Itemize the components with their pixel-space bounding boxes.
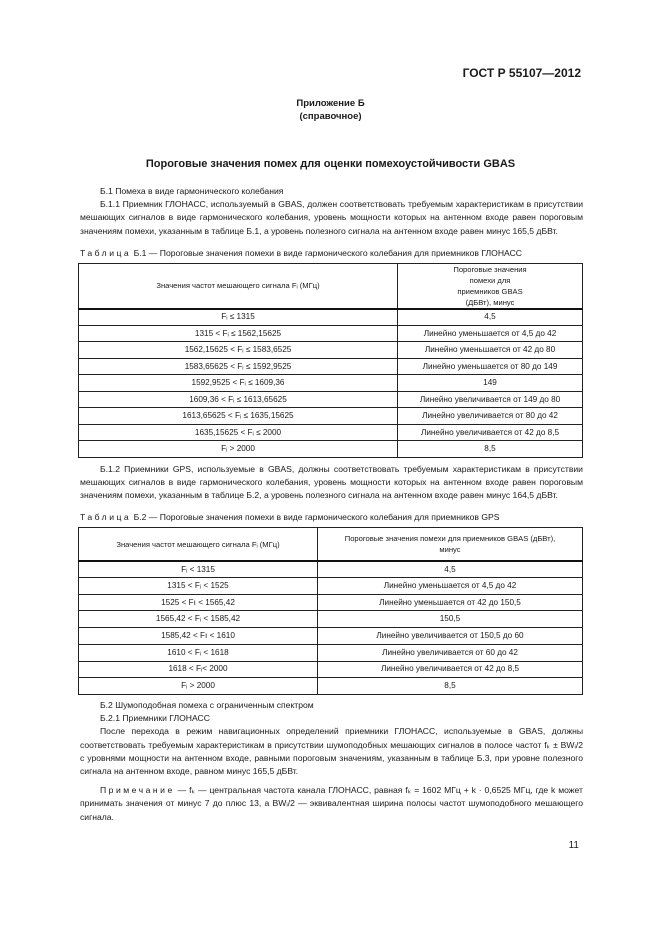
page-number: 11 [568,839,579,851]
page-body: Приложение Б (справочное) Пороговые знач… [78,97,583,851]
table-row: 1562,15625 < Fᵢ ≤ 1583,6525 Линейно умень… [78,341,583,359]
threshold-cell: 149 [397,374,583,392]
section-b1-heading: Б.1 Помеха в виде гармонического колебан… [100,186,284,196]
table-gps-thresholds: Значения частот мешающего сигнала Fᵢ (МГ… [78,527,583,695]
table-row: 1613,65625 < Fᵢ ≤ 1635,15625 Линейно увел… [78,407,583,425]
threshold-cell: Линейно уменьшается от 42 до 150,5 [317,593,583,612]
frequency-cell: Fᵢ > 2000 [78,677,318,695]
section-b1-2-text: Б.1.2 Приемники GPS, используемые в GBAS… [80,463,583,501]
threshold-cell: 4,5 [317,560,583,579]
table-row: 1525 < Fı < 1565,42 Линейно уменьшается о… [78,593,583,612]
section-b2-1: Б.2.1 Приемники ГЛОНАСС [80,712,583,725]
frequency-cell: 1592,9525 < Fᵢ ≤ 1609,36 [78,374,398,392]
table-row: Fᵢ > 2000 8,5 [78,677,583,695]
frequency-cell: 1609,36 < Fᵢ ≤ 1613,65625 [78,390,398,409]
frequency-cell: 1315 < Fᵢ ≤ 1562,15625 [78,324,398,343]
frequency-cell: 1562,15625 < Fᵢ ≤ 1583,6525 [78,341,398,359]
frequency-cell: 1315 < Fᵢ < 1525 [78,577,318,595]
note: Примечание — fₖ — центральная частота ка… [80,784,583,824]
section-b2-1-text: После перехода в режим навигационных опр… [80,726,583,776]
table2-caption: Таблица Б.2 — Пороговые значения помехи … [80,511,583,523]
frequency-cell: 1565,42 < Fᵢ < 1585,42 [78,610,318,629]
note-label: Примечание [100,785,175,796]
frequency-cell: Fᵢ < 1315 [78,560,318,579]
table2-caption-text: Б.2 — Пороговые значения помехи в виде г… [131,512,500,523]
table-row: Fᵢ < 1315 4,5 [78,560,583,579]
threshold-cell: Линейно увеличивается от 149 до 80 [397,390,583,409]
frequency-cell: 1618 < Fᵢ< 2000 [78,660,318,679]
frequency-cell: Fᵢ ≤ 1315 [78,308,398,326]
section-b1: Б.1 Помеха в виде гармонического колебан… [80,185,583,198]
frequency-cell: 1613,65625 < Fᵢ ≤ 1635,15625 [78,407,398,425]
table-row: Fᵢ ≤ 1315 4,5 [78,308,583,326]
table-row: 1585,42 < Fı < 1610 Линейно увеличивается… [78,627,583,645]
frequency-cell: 1610 < Fᵢ < 1618 [78,643,318,662]
threshold-cell: Линейно увеличивается от 80 до 42 [397,407,583,425]
threshold-cell: Линейно увеличивается от 42 до 8,5 [317,660,583,679]
document-header: ГОСТ Р 55107—2012 [462,66,581,80]
annex-kind: (справочное) [299,111,362,122]
table1-caption-text: Б.1 — Пороговые значения помехи в виде г… [131,247,523,258]
frequency-cell: 1583,65625 < Fᵢ ≤ 1592,9525 [78,357,398,376]
section-b1-1-text: Б.1.1 Приемник ГЛОНАСС, используемый в G… [80,199,583,236]
threshold-cell: 4,5 [397,308,583,326]
table-glonass-thresholds: Значения частот мешающего сигнала Fᵢ (МГ… [78,262,583,458]
threshold-cell: Линейно уменьшается от 4,5 до 42 [397,324,583,343]
threshold-cell: Линейно уменьшается от 42 до 80 [397,341,583,359]
threshold-cell: Линейно уменьшается от 80 до 149 [397,357,583,376]
table1-header-threshold: Пороговые значения помехи для приемников… [397,262,583,310]
threshold-cell: 8,5 [397,440,583,458]
annex-title: Приложение Б [296,98,365,109]
table-row: 1315 < Fᵢ < 1525 Линейно уменьшается от 4… [78,577,583,595]
table2-label: Таблица [80,512,132,523]
table-row: 1315 < Fᵢ ≤ 1562,15625 Линейно уменьшаетс… [78,324,583,343]
annex-heading: Приложение Б (справочное) [78,97,583,123]
frequency-cell: 1585,42 < Fı < 1610 [78,627,318,645]
table-row: 1618 < Fᵢ< 2000 Линейно увеличивается от … [78,660,583,679]
note-text: — fₖ — центральная частота канала ГЛОНАС… [80,785,583,822]
frequency-cell: Fᵢ > 2000 [78,440,398,458]
table2-header-threshold: Пороговые значения помехи для приемников… [317,527,583,562]
threshold-cell: 150,5 [317,610,583,629]
section-b2-heading: Б.2 Шумоподобная помеха с ограниченным с… [100,699,314,710]
threshold-cell: Линейно увеличивается от 42 до 8,5 [397,423,583,442]
table1-label: Таблица [80,247,132,258]
table-row: Fᵢ > 2000 8,5 [78,440,583,458]
threshold-cell: Линейно увеличивается от 60 до 42 [317,643,583,662]
table-row: 1583,65625 < Fᵢ ≤ 1592,9525 Линейно умень… [78,357,583,376]
frequency-cell: 1525 < Fı < 1565,42 [78,593,318,612]
frequency-cell: 1635,15625 < Fᵢ ≤ 2000 [78,423,398,442]
table-row: 1565,42 < Fᵢ < 1585,42 150,5 [78,610,583,629]
table-row: 1610 < Fᵢ < 1618 Линейно увеличивается от… [78,643,583,662]
section-b1-1: Б.1.1 Приемник ГЛОНАСС, используемый в G… [80,198,583,238]
section-b2-1-heading: Б.2.1 Приемники ГЛОНАСС [100,713,210,724]
table-row: 1592,9525 < Fᵢ ≤ 1609,36 149 [78,374,583,392]
section-b1-2: Б.1.2 Приемники GPS, используемые в GBAS… [80,463,583,503]
table-row: 1609,36 < Fᵢ ≤ 1613,65625 Линейно увеличи… [78,390,583,409]
table2-header-frequency: Значения частот мешающего сигнала Fᵢ (МГ… [78,527,318,562]
section-b2: Б.2 Шумоподобная помеха с ограниченным с… [80,699,583,712]
threshold-cell: Линейно увеличивается от 150,5 до 60 [317,627,583,645]
section-b2-1-body: После перехода в режим навигационных опр… [80,725,583,778]
threshold-cell: Линейно уменьшается от 4,5 до 42 [317,577,583,595]
table1-header-frequency: Значения частот мешающего сигнала Fᵢ (МГ… [78,262,398,310]
table1-caption: Таблица Б.1 — Пороговые значения помехи … [80,247,583,259]
threshold-cell: 8,5 [317,677,583,695]
page-title: Пороговые значения помех для оценки поме… [145,158,516,170]
table-row: 1635,15625 < Fᵢ ≤ 2000 Линейно увеличивае… [78,423,583,442]
